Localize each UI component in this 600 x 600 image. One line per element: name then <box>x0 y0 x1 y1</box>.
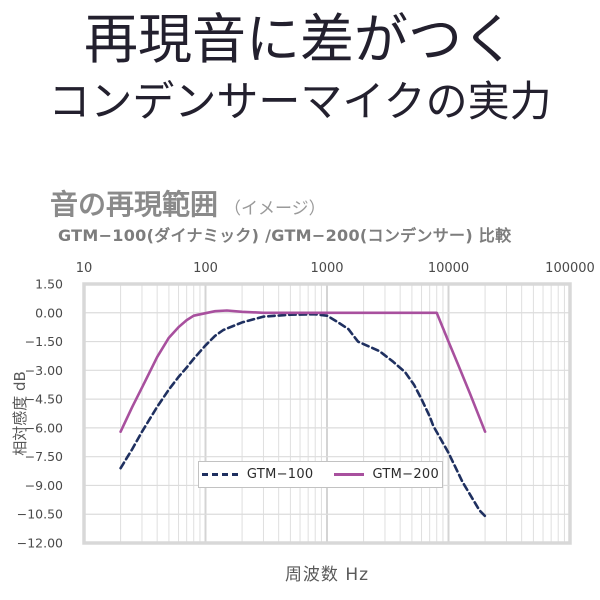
gtm100-dashed-line-sample <box>201 473 238 476</box>
legend-label-gtm100: GTM−100 <box>246 467 314 482</box>
plot-border <box>82 282 572 545</box>
x-tick-label: 100000 <box>545 261 595 276</box>
x-tick-label: 1000 <box>310 261 343 276</box>
y-tick-label: −10.50 <box>17 507 63 522</box>
gtm200-curve <box>119 309 487 433</box>
x-tick-label: 10000 <box>428 261 469 276</box>
x-tick-label: 100 <box>193 261 218 276</box>
y-tick-label: −4.50 <box>25 392 63 407</box>
chart-plot-area: 10 100 1000 10000 100000 1.50 0.00 −1.50 −3.00 −4… <box>17 261 595 551</box>
x-tick-label: 10 <box>76 261 93 276</box>
gtm100-curve <box>119 313 487 518</box>
gtm200-solid-line-sample <box>333 473 364 476</box>
comparison-caption: GTM−100(ダイナミック) /GTM−200(コンデンサー) 比較 <box>58 226 512 245</box>
y-tick-label: 1.50 <box>35 277 63 292</box>
y-tick-label: −1.50 <box>25 334 63 349</box>
section-heading-text: 音の再現範囲 <box>50 188 219 221</box>
y-tick-label: −9.00 <box>25 478 63 493</box>
main-title-line1: 再現音に差がつく <box>84 8 516 71</box>
x-axis-title: 周波数 Hz <box>284 565 370 585</box>
frequency-response-chart: 10 100 1000 10000 100000 1.50 0.00 −1.50 −3.00 −4… <box>0 250 600 600</box>
y-tick-label: −7.50 <box>25 449 63 464</box>
main-title-line2: コンデンサーマイクの実力 <box>48 77 552 126</box>
section-heading-note: （イメージ） <box>224 199 326 219</box>
y-axis-title: 相対感度 dB <box>11 371 29 456</box>
y-tick-label: −12.00 <box>17 536 63 551</box>
legend-label-gtm200: GTM−200 <box>372 467 440 482</box>
y-tick-label: −3.00 <box>25 363 63 378</box>
section-heading: 音の再現範囲 （イメージ） <box>50 183 326 223</box>
y-tick-label: 0.00 <box>35 305 63 320</box>
chart-legend: GTM−100 GTM−200 <box>198 461 443 488</box>
y-tick-label: −6.00 <box>25 420 63 435</box>
